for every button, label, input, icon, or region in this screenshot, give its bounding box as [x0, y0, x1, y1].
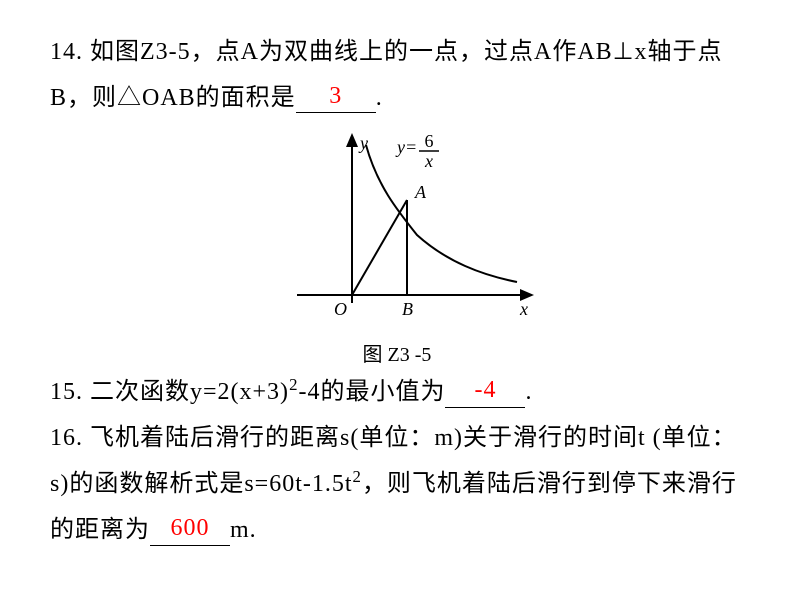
q14-answer: 3	[329, 83, 342, 109]
q16-line1: 16. 飞机着陆后滑行的距离s(单位：m)关于滑行的时间t	[50, 425, 646, 451]
y-axis-label: y	[358, 133, 368, 153]
figure-caption: 图 Z3 -5	[50, 338, 744, 367]
equation-y-eq: y=	[395, 137, 417, 157]
y-axis-arrow	[346, 133, 358, 147]
point-B-label: B	[402, 299, 413, 319]
origin-label: O	[334, 299, 347, 319]
point-A-label: A	[414, 182, 427, 202]
q15-prefix: 15. 二次函数y=2(x+3)	[50, 379, 289, 405]
x-axis-label: x	[519, 299, 528, 319]
q14-text: 14. 如图Z3-5，点A为双曲线上的一点，过点A作AB⊥x轴于点B，则△OAB…	[50, 39, 723, 111]
question-14: 14. 如图Z3-5，点A为双曲线上的一点，过点A作AB⊥x轴于点B，则△OAB…	[50, 30, 744, 121]
q15-mid: -4的最小值为	[298, 379, 445, 405]
q16-answer: 600	[171, 515, 210, 541]
q16-exponent: 2	[353, 467, 362, 486]
equation-numerator: 6	[425, 131, 434, 151]
equation-denominator: x	[424, 151, 433, 171]
q15-suffix: .	[525, 379, 532, 405]
hyperbola-diagram: y x O A B y= 6 x	[257, 125, 537, 335]
q14-blank: 3	[296, 84, 376, 114]
q16-suffix: m.	[230, 517, 257, 543]
question-16: 16. 飞机着陆后滑行的距离s(单位：m)关于滑行的时间t (单位：s)的函数解…	[50, 416, 744, 554]
figure-z3-5: y x O A B y= 6 x 图 Z3 -5	[50, 125, 744, 367]
hyperbola-curve	[366, 145, 517, 282]
q15-blank: -4	[445, 378, 525, 408]
q16-blank: 600	[150, 516, 230, 546]
q14-suffix: .	[376, 85, 383, 111]
segment-OA	[352, 200, 407, 295]
question-15: 15. 二次函数y=2(x+3)2-4的最小值为-4.	[50, 369, 744, 416]
q15-answer: -4	[474, 377, 496, 403]
